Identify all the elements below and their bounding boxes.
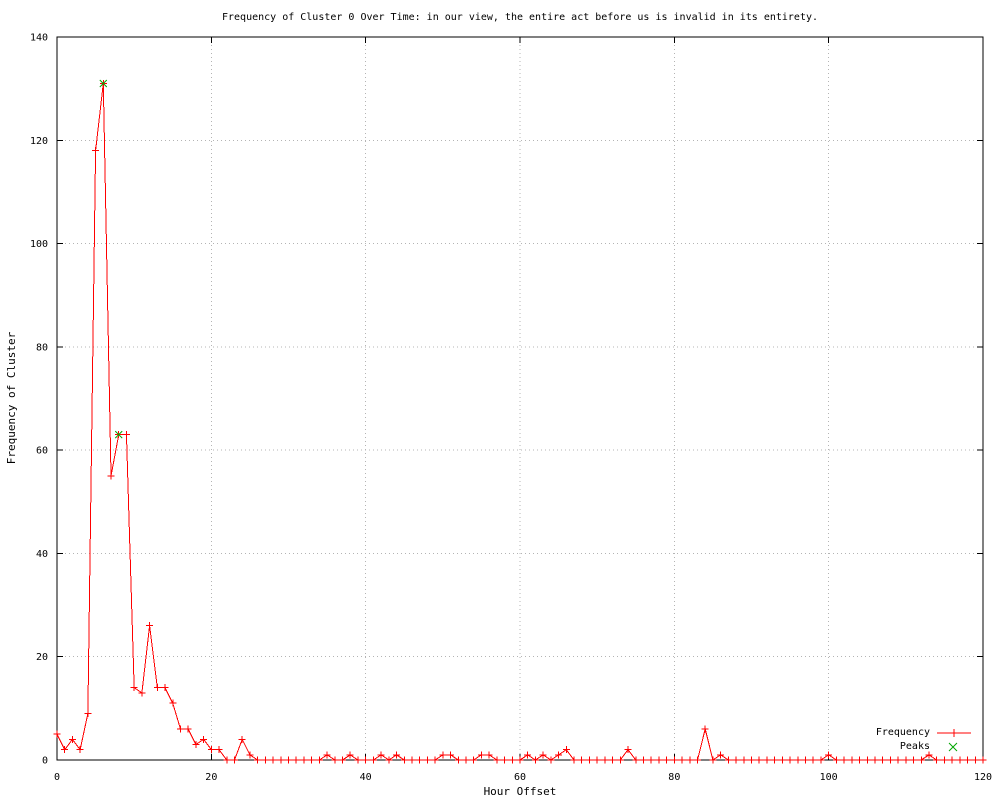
chart-title: Frequency of Cluster 0 Over Time: in our… xyxy=(221,12,819,23)
svg-text:40: 40 xyxy=(360,772,372,783)
svg-text:100: 100 xyxy=(30,239,48,250)
legend: Frequency Peaks xyxy=(0,726,972,754)
svg-text:120: 120 xyxy=(30,136,48,147)
svg-text:20: 20 xyxy=(205,772,217,783)
legend-entry-peaks: Peaks xyxy=(900,740,972,754)
svg-text:80: 80 xyxy=(668,772,680,783)
svg-text:60: 60 xyxy=(36,446,48,457)
svg-text:0: 0 xyxy=(54,772,60,783)
legend-frequency-label: Frequency xyxy=(875,727,930,738)
svg-text:140: 140 xyxy=(30,33,48,44)
frequency-line-icon xyxy=(936,726,972,740)
legend-entry-frequency: Frequency xyxy=(876,726,972,740)
svg-text:120: 120 xyxy=(974,772,992,783)
svg-text:40: 40 xyxy=(36,549,48,560)
peaks-x-marker-icon xyxy=(936,740,972,754)
svg-text:80: 80 xyxy=(36,342,48,353)
svg-text:0: 0 xyxy=(42,756,48,767)
x-axis-title: Hour Offset xyxy=(483,785,557,798)
svg-text:20: 20 xyxy=(36,652,48,663)
legend-peaks-label: Peaks xyxy=(899,741,930,752)
svg-text:100: 100 xyxy=(820,772,838,783)
svg-text:60: 60 xyxy=(514,772,526,783)
